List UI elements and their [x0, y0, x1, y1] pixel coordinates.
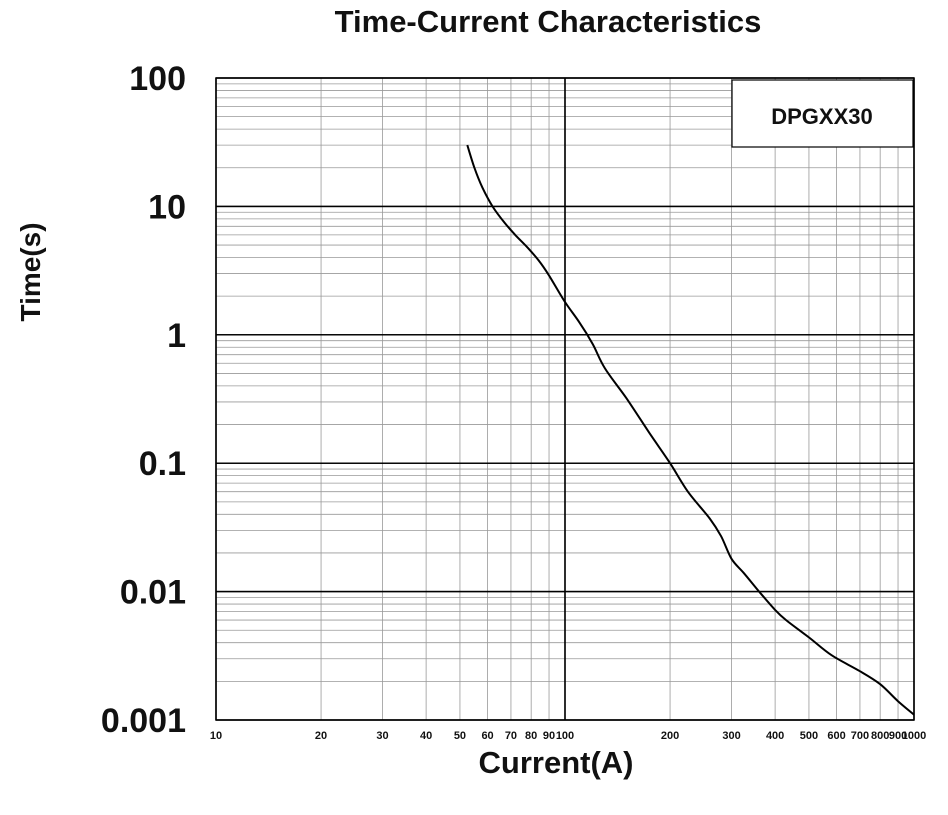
legend: DPGXX30 — [731, 79, 914, 148]
series-line — [466, 144, 915, 716]
x-tick-label: 600 — [827, 730, 845, 742]
x-tick-label: 700 — [851, 730, 869, 742]
chart-title: Time-Current Characteristics — [335, 4, 762, 39]
x-tick-label: 1000 — [902, 730, 926, 742]
x-tick-label: 300 — [722, 730, 740, 742]
x-tick-label: 40 — [420, 730, 432, 742]
x-tick-label: 20 — [315, 730, 327, 742]
y-tick-labels: 100 10 1 0.1 0.01 0.001 — [101, 60, 186, 740]
y-tick-label: 0.001 — [101, 702, 186, 740]
legend-entry: DPGXX30 — [771, 104, 873, 129]
y-tick-label: 100 — [129, 60, 186, 98]
plot-frame — [215, 77, 915, 721]
y-tick-label: 0.1 — [139, 445, 186, 483]
x-tick-labels: 10 20 30 40 50 60 70 80 90 100 200 300 400 500 600 700 8… — [210, 730, 926, 742]
series-layer — [466, 144, 915, 716]
x-tick-label: 70 — [505, 730, 517, 742]
x-tick-label: 800 — [871, 730, 889, 742]
x-tick-label: 80 — [525, 730, 537, 742]
x-tick-label: 500 — [800, 730, 818, 742]
x-tick-label: 400 — [766, 730, 784, 742]
y-tick-label: 0.01 — [120, 574, 186, 612]
x-tick-label: 200 — [661, 730, 679, 742]
y-axis-label: Time(s) — [15, 222, 46, 321]
x-tick-label: 100 — [556, 730, 574, 742]
x-tick-label: 900 — [889, 730, 907, 742]
x-tick-label: 10 — [210, 730, 222, 742]
x-axis-label: Current(A) — [479, 745, 634, 780]
y-tick-label: 10 — [148, 188, 186, 226]
legend-box — [731, 79, 914, 148]
y-tick-label: 1 — [167, 317, 186, 355]
x-tick-label: 50 — [454, 730, 466, 742]
x-tick-label: 30 — [376, 730, 388, 742]
x-tick-label: 90 — [543, 730, 555, 742]
x-tick-label: 60 — [481, 730, 493, 742]
